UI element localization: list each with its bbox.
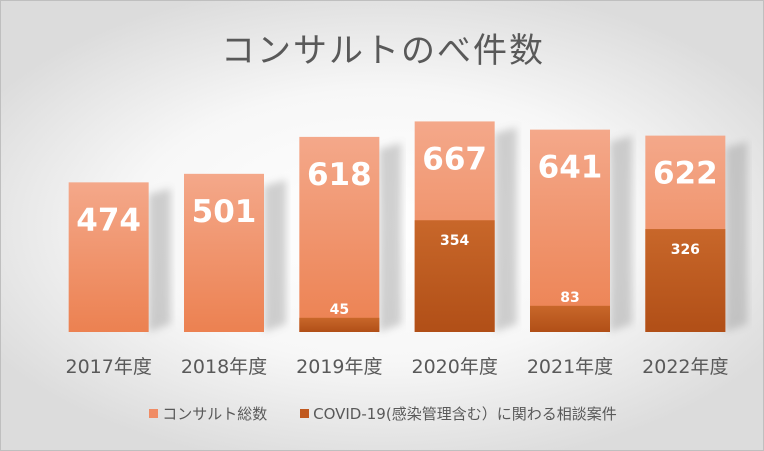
bar-total [530, 129, 610, 332]
data-label-covid: 45 [330, 302, 349, 318]
data-label-total: 622 [653, 156, 718, 192]
x-tick-label: 2021年度 [527, 356, 613, 378]
bar-covid [414, 220, 495, 332]
x-tick-label: 2019年度 [296, 356, 382, 378]
data-label-total: 641 [538, 150, 603, 186]
bar-total [68, 182, 149, 332]
bar-covid [645, 229, 726, 332]
data-label-total: 474 [76, 202, 141, 238]
x-tick-label: 2022年度 [642, 356, 728, 378]
bar-shadow [148, 188, 171, 332]
legend-label-covid: COVID-19(感染管理含む）に関わる相談案件 [313, 405, 617, 423]
bar-shadow [725, 141, 748, 332]
bar-shadow [379, 142, 402, 332]
legend-item-total: コンサルト総数 [149, 403, 267, 424]
bar-shadow [264, 179, 286, 332]
legend-swatch-covid [300, 409, 310, 418]
data-label-covid: 354 [440, 233, 469, 249]
bar-covid [299, 317, 380, 332]
data-label-total: 667 [422, 141, 487, 177]
data-label-covid: 326 [671, 242, 700, 258]
bar-covid [530, 305, 610, 332]
chart-title: コンサルトのべ件数 [221, 31, 545, 71]
data-label-covid: 83 [560, 290, 579, 306]
x-tick-label: 2020年度 [411, 356, 497, 378]
x-tick-label: 2018年度 [181, 356, 267, 378]
bar-shadow [610, 135, 632, 332]
legend-item-covid: COVID-19(感染管理含む）に関わる相談案件 [300, 403, 617, 424]
data-label-total: 501 [192, 194, 257, 230]
bar-total [184, 173, 264, 332]
bar-shadow [494, 127, 517, 332]
data-label-total: 618 [307, 157, 372, 193]
x-tick-label: 2017年度 [65, 356, 151, 378]
legend-label-total: コンサルト総数 [162, 405, 268, 423]
bar-total [299, 136, 380, 332]
legend-swatch-total [149, 409, 159, 418]
legend: コンサルト総数 COVID-19(感染管理含む）に関わる相談案件 [1, 403, 763, 424]
